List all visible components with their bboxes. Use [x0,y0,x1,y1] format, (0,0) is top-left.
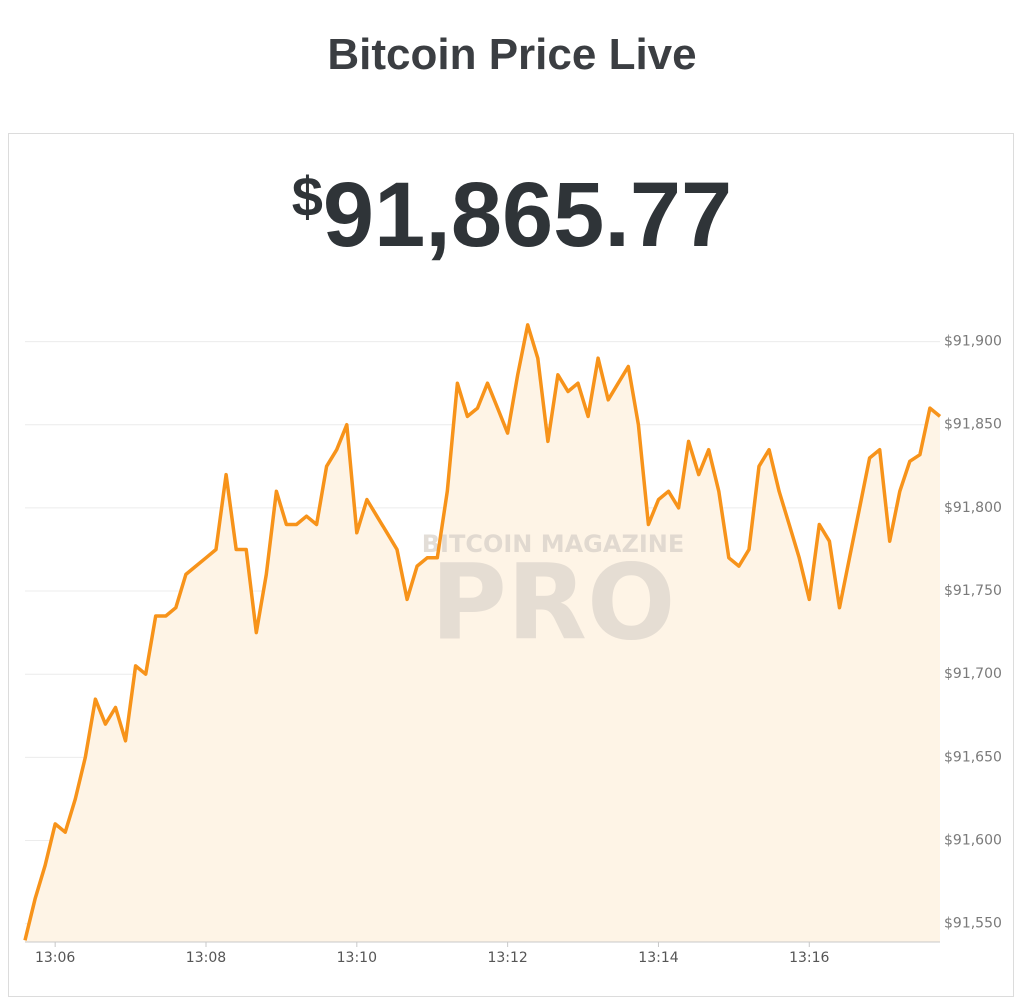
y-tick-label: $91,650 [944,749,1002,765]
area [25,324,940,942]
page-title: Bitcoin Price Live [327,30,697,79]
x-tick-label: 13:16 [789,950,829,966]
x-tick-label: 13:06 [35,950,75,966]
y-tick-label: $91,600 [944,833,1002,849]
x-tick-label: 13:14 [638,950,678,966]
y-tick-label: $91,800 [944,500,1002,516]
y-tick-label: $91,900 [944,334,1002,350]
x-tick-label: 13:10 [337,950,377,966]
watermark-main: PRO [431,541,676,663]
y-tick-label: $91,850 [944,417,1002,433]
x-tick-label: 13:08 [186,950,226,966]
y-tick-label: $91,750 [944,583,1002,599]
price: $91,865.77 [0,163,1024,268]
currency: $ [291,165,323,228]
x-tick-label: 13:12 [487,950,527,966]
chart-card [8,133,1014,997]
price-line [23,323,942,941]
y-tick-label: $91,550 [944,916,1002,932]
watermark-top: BITCOIN MAGAZINE [422,530,685,558]
price-amount: 91,865.77 [322,164,733,266]
y-tick-label: $91,700 [944,666,1002,682]
